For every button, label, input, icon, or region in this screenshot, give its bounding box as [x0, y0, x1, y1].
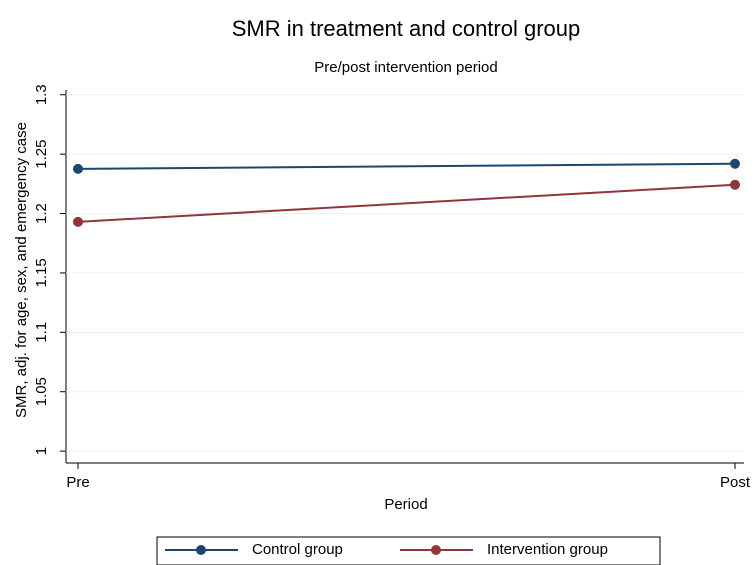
- y-tick-label: 1.1: [33, 322, 50, 343]
- x-axis-title: Period: [384, 496, 427, 513]
- point: [730, 179, 740, 190]
- x-tick-label: Post: [720, 474, 751, 491]
- legend-label: Control group: [252, 541, 343, 558]
- series-line: [77, 162, 736, 170]
- series-line: [77, 183, 736, 223]
- point: [73, 163, 83, 174]
- y-tick-label: 1.25: [33, 140, 50, 169]
- y-tick-label: 1.05: [33, 377, 50, 406]
- y-tick-label: 1.2: [33, 203, 50, 224]
- point: [73, 216, 83, 227]
- x-tick-label: Pre: [66, 474, 89, 491]
- chart-subtitle: Pre/post intervention period: [314, 59, 497, 76]
- y-tick-label: 1: [33, 447, 50, 455]
- chart-title: SMR in treatment and control group: [232, 16, 581, 41]
- y-axis-title: SMR, adj. for age, sex, and emergency ca…: [13, 122, 30, 418]
- legend-marker: [431, 545, 441, 555]
- y-tick-label: 1.15: [33, 258, 50, 287]
- legend-marker: [196, 545, 206, 555]
- point: [730, 158, 740, 169]
- y-tick-label: 1.3: [33, 84, 50, 105]
- legend-label: Intervention group: [487, 541, 608, 558]
